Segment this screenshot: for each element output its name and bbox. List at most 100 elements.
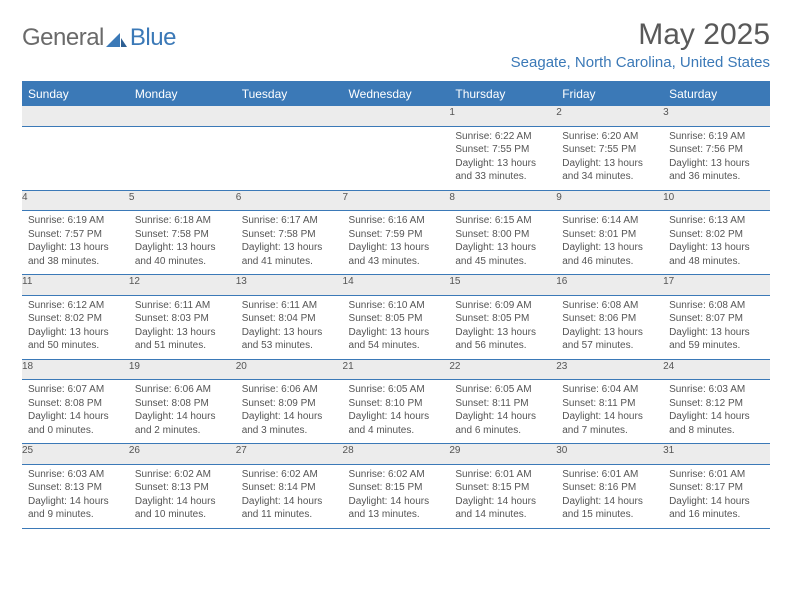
day-sr: Sunrise: 6:16 AM: [349, 214, 444, 228]
day-info-cell: [343, 126, 450, 190]
day-info-cell: Sunrise: 6:06 AMSunset: 8:08 PMDaylight:…: [129, 380, 236, 444]
day-number-cell: [236, 106, 343, 126]
day-ss: Sunset: 8:03 PM: [135, 312, 230, 326]
day-info-cell: [236, 126, 343, 190]
day-number-cell: 19: [129, 359, 236, 380]
day-d1: Daylight: 13 hours: [242, 241, 337, 255]
day-d1: Daylight: 13 hours: [562, 241, 657, 255]
day-sr: Sunrise: 6:08 AM: [562, 299, 657, 313]
day-info-cell: Sunrise: 6:18 AMSunset: 7:58 PMDaylight:…: [129, 211, 236, 275]
day-d1: Daylight: 14 hours: [455, 410, 550, 424]
day-number-cell: [22, 106, 129, 126]
day-sr: Sunrise: 6:03 AM: [28, 468, 123, 482]
day-number-cell: 20: [236, 359, 343, 380]
day-number-cell: 21: [343, 359, 450, 380]
day-d1: Daylight: 13 hours: [455, 157, 550, 171]
day-number-cell: 12: [129, 275, 236, 296]
day-number-cell: 13: [236, 275, 343, 296]
day-d1: Daylight: 13 hours: [455, 326, 550, 340]
info-row: Sunrise: 6:12 AMSunset: 8:02 PMDaylight:…: [22, 295, 770, 359]
day-sr: Sunrise: 6:11 AM: [242, 299, 337, 313]
day-d1: Daylight: 13 hours: [669, 241, 764, 255]
day-d1: Daylight: 13 hours: [669, 326, 764, 340]
day-ss: Sunset: 8:05 PM: [349, 312, 444, 326]
day-d1: Daylight: 13 hours: [28, 241, 123, 255]
day-info-cell: Sunrise: 6:16 AMSunset: 7:59 PMDaylight:…: [343, 211, 450, 275]
day-sr: Sunrise: 6:04 AM: [562, 383, 657, 397]
day-ss: Sunset: 7:55 PM: [562, 143, 657, 157]
day-d1: Daylight: 13 hours: [562, 157, 657, 171]
day-info-cell: Sunrise: 6:17 AMSunset: 7:58 PMDaylight:…: [236, 211, 343, 275]
col-tuesday: Tuesday: [236, 82, 343, 107]
day-sr: Sunrise: 6:07 AM: [28, 383, 123, 397]
day-ss: Sunset: 8:13 PM: [28, 481, 123, 495]
day-d2: and 10 minutes.: [135, 508, 230, 522]
day-number-cell: 4: [22, 190, 129, 211]
day-d1: Daylight: 13 hours: [135, 326, 230, 340]
day-d2: and 41 minutes.: [242, 255, 337, 269]
day-number-cell: 24: [663, 359, 770, 380]
day-d2: and 54 minutes.: [349, 339, 444, 353]
day-number-cell: 15: [449, 275, 556, 296]
day-d2: and 51 minutes.: [135, 339, 230, 353]
location-text: Seagate, North Carolina, United States: [511, 54, 770, 71]
info-row: Sunrise: 6:22 AMSunset: 7:55 PMDaylight:…: [22, 126, 770, 190]
day-d1: Daylight: 14 hours: [562, 495, 657, 509]
day-d2: and 9 minutes.: [28, 508, 123, 522]
day-sr: Sunrise: 6:18 AM: [135, 214, 230, 228]
day-number-cell: 29: [449, 444, 556, 465]
day-number-cell: 3: [663, 106, 770, 126]
daynum-row: 18192021222324: [22, 359, 770, 380]
day-number-cell: 7: [343, 190, 450, 211]
day-ss: Sunset: 8:15 PM: [349, 481, 444, 495]
day-d2: and 48 minutes.: [669, 255, 764, 269]
day-number-cell: 11: [22, 275, 129, 296]
day-ss: Sunset: 8:15 PM: [455, 481, 550, 495]
logo-sail-icon: [106, 30, 128, 53]
day-ss: Sunset: 7:55 PM: [455, 143, 550, 157]
day-ss: Sunset: 8:12 PM: [669, 397, 764, 411]
day-sr: Sunrise: 6:20 AM: [562, 130, 657, 144]
day-ss: Sunset: 8:07 PM: [669, 312, 764, 326]
day-sr: Sunrise: 6:09 AM: [455, 299, 550, 313]
day-number-cell: 1: [449, 106, 556, 126]
day-number-cell: 6: [236, 190, 343, 211]
day-ss: Sunset: 8:11 PM: [562, 397, 657, 411]
day-d2: and 53 minutes.: [242, 339, 337, 353]
day-info-cell: Sunrise: 6:05 AMSunset: 8:10 PMDaylight:…: [343, 380, 450, 444]
info-row: Sunrise: 6:19 AMSunset: 7:57 PMDaylight:…: [22, 211, 770, 275]
col-friday: Friday: [556, 82, 663, 107]
day-d2: and 59 minutes.: [669, 339, 764, 353]
day-sr: Sunrise: 6:01 AM: [562, 468, 657, 482]
logo-text-blue: Blue: [130, 24, 176, 52]
day-sr: Sunrise: 6:05 AM: [349, 383, 444, 397]
day-number-cell: 17: [663, 275, 770, 296]
day-number-cell: 31: [663, 444, 770, 465]
day-info-cell: Sunrise: 6:08 AMSunset: 8:07 PMDaylight:…: [663, 295, 770, 359]
day-d1: Daylight: 13 hours: [669, 157, 764, 171]
day-d1: Daylight: 14 hours: [135, 495, 230, 509]
col-thursday: Thursday: [449, 82, 556, 107]
day-d1: Daylight: 14 hours: [28, 410, 123, 424]
day-d1: Daylight: 14 hours: [28, 495, 123, 509]
day-d2: and 2 minutes.: [135, 424, 230, 438]
day-d1: Daylight: 14 hours: [349, 495, 444, 509]
day-number-cell: 26: [129, 444, 236, 465]
day-d1: Daylight: 14 hours: [242, 495, 337, 509]
day-info-cell: Sunrise: 6:11 AMSunset: 8:04 PMDaylight:…: [236, 295, 343, 359]
day-d2: and 57 minutes.: [562, 339, 657, 353]
day-info-cell: Sunrise: 6:02 AMSunset: 8:13 PMDaylight:…: [129, 464, 236, 528]
day-number-cell: 5: [129, 190, 236, 211]
day-d1: Daylight: 14 hours: [349, 410, 444, 424]
calendar-table: Sunday Monday Tuesday Wednesday Thursday…: [22, 81, 770, 529]
day-info-cell: Sunrise: 6:05 AMSunset: 8:11 PMDaylight:…: [449, 380, 556, 444]
day-info-cell: Sunrise: 6:01 AMSunset: 8:16 PMDaylight:…: [556, 464, 663, 528]
day-d2: and 43 minutes.: [349, 255, 444, 269]
day-number-cell: 22: [449, 359, 556, 380]
day-info-cell: Sunrise: 6:06 AMSunset: 8:09 PMDaylight:…: [236, 380, 343, 444]
day-sr: Sunrise: 6:05 AM: [455, 383, 550, 397]
calendar-body: 12 3Sunrise: 6:22 AMSunset: 7:55 PMDaylig…: [22, 106, 770, 528]
day-sr: Sunrise: 6:08 AM: [669, 299, 764, 313]
day-d2: and 8 minutes.: [669, 424, 764, 438]
day-info-cell: Sunrise: 6:03 AMSunset: 8:13 PMDaylight:…: [22, 464, 129, 528]
